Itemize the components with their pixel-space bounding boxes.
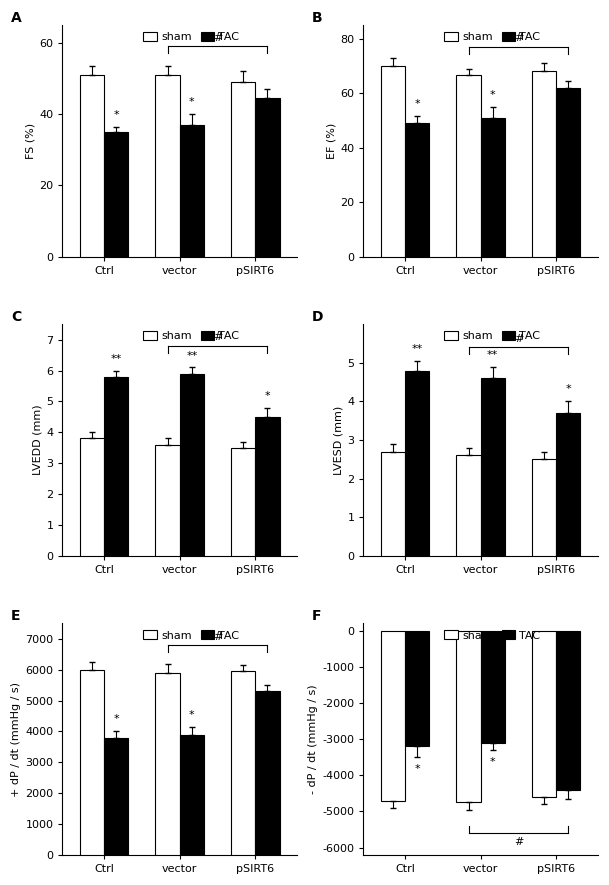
Bar	[481, 631, 505, 743]
Bar	[80, 670, 104, 855]
Bar	[556, 413, 580, 556]
Bar	[180, 735, 204, 855]
Text: #: #	[213, 632, 222, 642]
Bar	[80, 438, 104, 556]
Bar	[180, 125, 204, 257]
Bar	[231, 671, 255, 855]
Legend: sham, TAC: sham, TAC	[143, 330, 241, 342]
Bar	[381, 66, 405, 257]
Text: D: D	[312, 311, 323, 324]
Bar	[405, 123, 429, 257]
Bar	[104, 737, 128, 855]
Legend: sham, TAC: sham, TAC	[443, 31, 541, 43]
Text: *: *	[490, 757, 496, 767]
Bar	[104, 132, 128, 257]
Text: *: *	[189, 710, 195, 720]
Bar	[80, 75, 104, 257]
Text: **: **	[487, 350, 498, 360]
Text: *: *	[113, 110, 119, 119]
Text: #: #	[213, 333, 222, 342]
Bar	[155, 75, 180, 257]
Text: #: #	[514, 836, 523, 847]
Y-axis label: LVEDD (mm): LVEDD (mm)	[32, 404, 42, 475]
Bar	[255, 98, 280, 257]
Text: *: *	[490, 90, 496, 100]
Text: *: *	[189, 97, 195, 107]
Bar	[255, 691, 280, 855]
Bar	[556, 631, 580, 789]
Bar	[381, 631, 405, 801]
Bar	[532, 459, 556, 556]
Legend: sham, TAC: sham, TAC	[443, 629, 541, 642]
Bar	[231, 82, 255, 257]
Text: E: E	[11, 610, 20, 623]
Y-axis label: + dP / dt (mmHg / s): + dP / dt (mmHg / s)	[11, 681, 21, 796]
Bar	[104, 377, 128, 556]
Bar	[481, 118, 505, 257]
Text: #: #	[514, 34, 523, 43]
Legend: sham, TAC: sham, TAC	[443, 330, 541, 342]
Text: **: **	[110, 354, 122, 364]
Bar	[456, 75, 481, 257]
Bar	[456, 456, 481, 556]
Bar	[180, 373, 204, 556]
Text: #: #	[514, 334, 523, 344]
Text: **: **	[412, 344, 423, 354]
Bar	[255, 417, 280, 556]
Bar	[405, 631, 429, 746]
Text: *: *	[265, 390, 270, 401]
Y-axis label: LVESD (mm): LVESD (mm)	[333, 405, 343, 474]
Text: #: #	[213, 33, 222, 43]
Bar	[381, 451, 405, 556]
Legend: sham, TAC: sham, TAC	[143, 31, 241, 43]
Text: *: *	[113, 714, 119, 725]
Legend: sham, TAC: sham, TAC	[143, 629, 241, 642]
Bar	[155, 673, 180, 855]
Bar	[231, 448, 255, 556]
Bar	[155, 444, 180, 556]
Bar	[405, 371, 429, 556]
Text: F: F	[312, 610, 322, 623]
Text: B: B	[312, 12, 322, 25]
Bar	[532, 72, 556, 257]
Text: **: **	[186, 350, 197, 360]
Bar	[456, 631, 481, 803]
Bar	[481, 378, 505, 556]
Text: A: A	[11, 12, 21, 25]
Text: *: *	[414, 764, 420, 774]
Bar	[532, 631, 556, 797]
Y-axis label: - dP / dt (mmHg / s): - dP / dt (mmHg / s)	[308, 684, 318, 794]
Text: *: *	[414, 99, 420, 110]
Text: *: *	[566, 384, 571, 395]
Y-axis label: FS (%): FS (%)	[25, 123, 35, 159]
Text: C: C	[11, 311, 21, 324]
Y-axis label: EF (%): EF (%)	[326, 123, 336, 159]
Bar	[556, 88, 580, 257]
